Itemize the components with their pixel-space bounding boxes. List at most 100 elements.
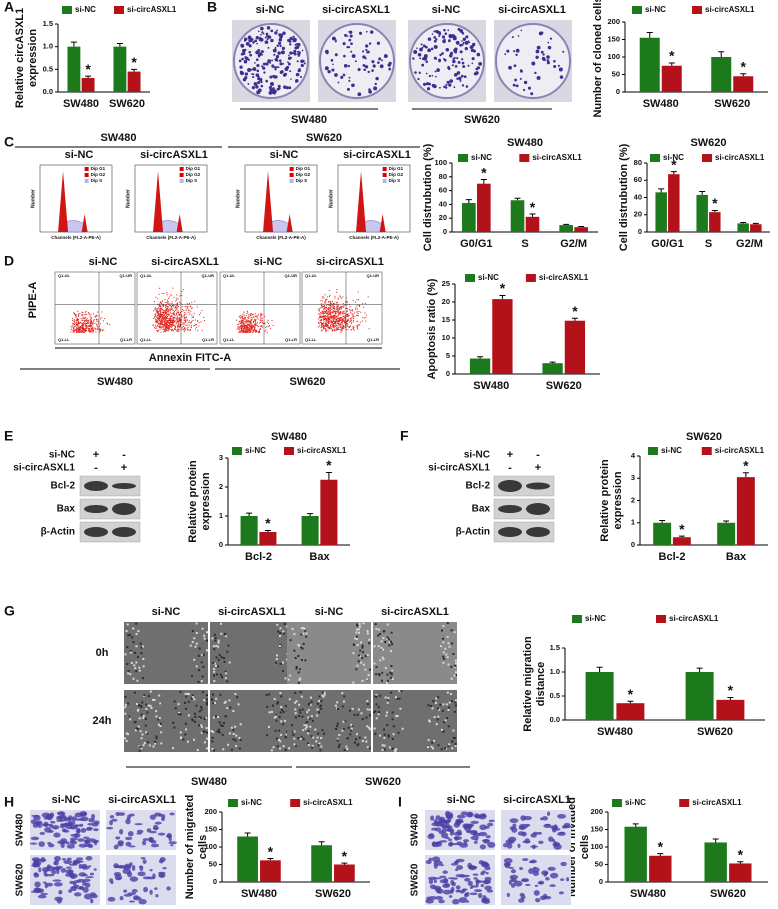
colony (367, 71, 369, 73)
colony (458, 77, 461, 80)
cell (564, 825, 571, 828)
colony (260, 34, 262, 36)
event (344, 311, 345, 312)
event (74, 321, 75, 322)
cell (508, 837, 516, 842)
cell (44, 827, 51, 833)
cell (398, 698, 400, 700)
cell (33, 859, 38, 862)
event (192, 317, 193, 318)
cell (269, 711, 271, 713)
histogram-legend-swatch (383, 173, 387, 177)
event (251, 317, 252, 318)
event (190, 323, 191, 324)
event (185, 320, 186, 321)
event (358, 315, 359, 316)
bar (128, 72, 141, 92)
event (326, 318, 327, 319)
cell (204, 638, 206, 640)
error-bar (578, 226, 584, 227)
cell (452, 730, 454, 732)
event (357, 309, 358, 310)
y-tick-label: 5 (446, 351, 450, 360)
cell (137, 710, 139, 712)
event (178, 312, 179, 313)
event (184, 315, 185, 316)
event (330, 295, 331, 296)
event (318, 309, 319, 310)
legend-swatch (232, 447, 242, 455)
y-tick-label: 0.0 (550, 715, 560, 724)
event (262, 320, 263, 321)
legend-swatch (519, 154, 529, 162)
event (168, 309, 169, 310)
event (352, 315, 353, 316)
event (247, 328, 248, 329)
event (95, 317, 96, 318)
event (332, 316, 333, 317)
event (248, 318, 249, 319)
cell (395, 696, 397, 698)
colony (352, 54, 356, 58)
cell (294, 708, 296, 710)
bar (542, 363, 562, 374)
event (169, 328, 170, 329)
cell (336, 725, 338, 727)
event (353, 321, 354, 322)
cell (383, 630, 385, 632)
cell (172, 747, 174, 749)
cell (306, 711, 308, 713)
cell (141, 857, 146, 859)
cell (222, 748, 224, 750)
colony (335, 53, 338, 56)
event (347, 314, 348, 315)
colony (444, 39, 446, 41)
cell (113, 863, 119, 868)
event (242, 320, 243, 321)
cell (120, 896, 124, 900)
cell (343, 721, 345, 723)
event (157, 309, 158, 310)
event (243, 321, 244, 322)
event (89, 322, 90, 323)
significance: * (679, 521, 685, 537)
colony (344, 34, 347, 37)
legend-swatch (526, 274, 536, 282)
event (163, 310, 164, 311)
event (192, 307, 193, 308)
colony (542, 53, 544, 55)
event (162, 327, 163, 328)
y-tick-label: 20 (634, 210, 642, 219)
image-label: si-NC (89, 256, 118, 268)
colony (443, 58, 445, 60)
event (173, 330, 174, 331)
event (158, 330, 159, 331)
cell (160, 742, 162, 744)
cell (486, 872, 489, 875)
event (169, 296, 170, 297)
event (172, 303, 173, 304)
cell (280, 720, 282, 722)
event (335, 323, 336, 324)
event (345, 322, 346, 323)
event (172, 305, 173, 306)
image-label: si-circASXL1 (151, 256, 219, 268)
event (252, 332, 253, 333)
event (71, 329, 72, 330)
colony (274, 66, 277, 69)
cell (455, 699, 457, 701)
event (92, 322, 93, 323)
bar (737, 223, 748, 232)
event (156, 309, 157, 310)
event (245, 326, 246, 327)
event (74, 314, 75, 315)
cell (447, 642, 449, 644)
event (334, 296, 335, 297)
cell (188, 701, 190, 703)
cell (61, 814, 64, 818)
histogram-y-label: Number (125, 189, 131, 208)
event (177, 318, 178, 319)
y-axis-label: Relative circASXL1 (14, 8, 26, 108)
event (165, 328, 166, 329)
cell (390, 692, 392, 694)
